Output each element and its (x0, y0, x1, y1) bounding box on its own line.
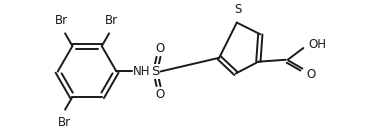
Text: NH: NH (133, 65, 151, 78)
Text: OH: OH (308, 38, 326, 51)
Text: O: O (306, 68, 315, 81)
Text: O: O (155, 42, 164, 55)
Text: S: S (152, 65, 160, 78)
Text: S: S (234, 3, 242, 16)
Text: Br: Br (105, 14, 117, 27)
Text: Br: Br (57, 116, 71, 129)
Text: Br: Br (55, 14, 68, 27)
Text: O: O (155, 88, 164, 101)
